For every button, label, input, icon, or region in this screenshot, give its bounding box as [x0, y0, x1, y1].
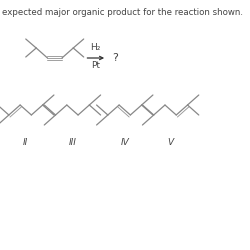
Text: IV: IV: [120, 138, 129, 147]
Text: ?: ?: [112, 53, 118, 63]
Text: Pt: Pt: [91, 61, 100, 70]
Text: II: II: [23, 138, 28, 147]
Text: V: V: [168, 138, 174, 147]
Text: III: III: [68, 138, 76, 147]
Text: H₂: H₂: [90, 43, 101, 52]
Text: expected major organic product for the reaction shown.: expected major organic product for the r…: [2, 8, 242, 17]
